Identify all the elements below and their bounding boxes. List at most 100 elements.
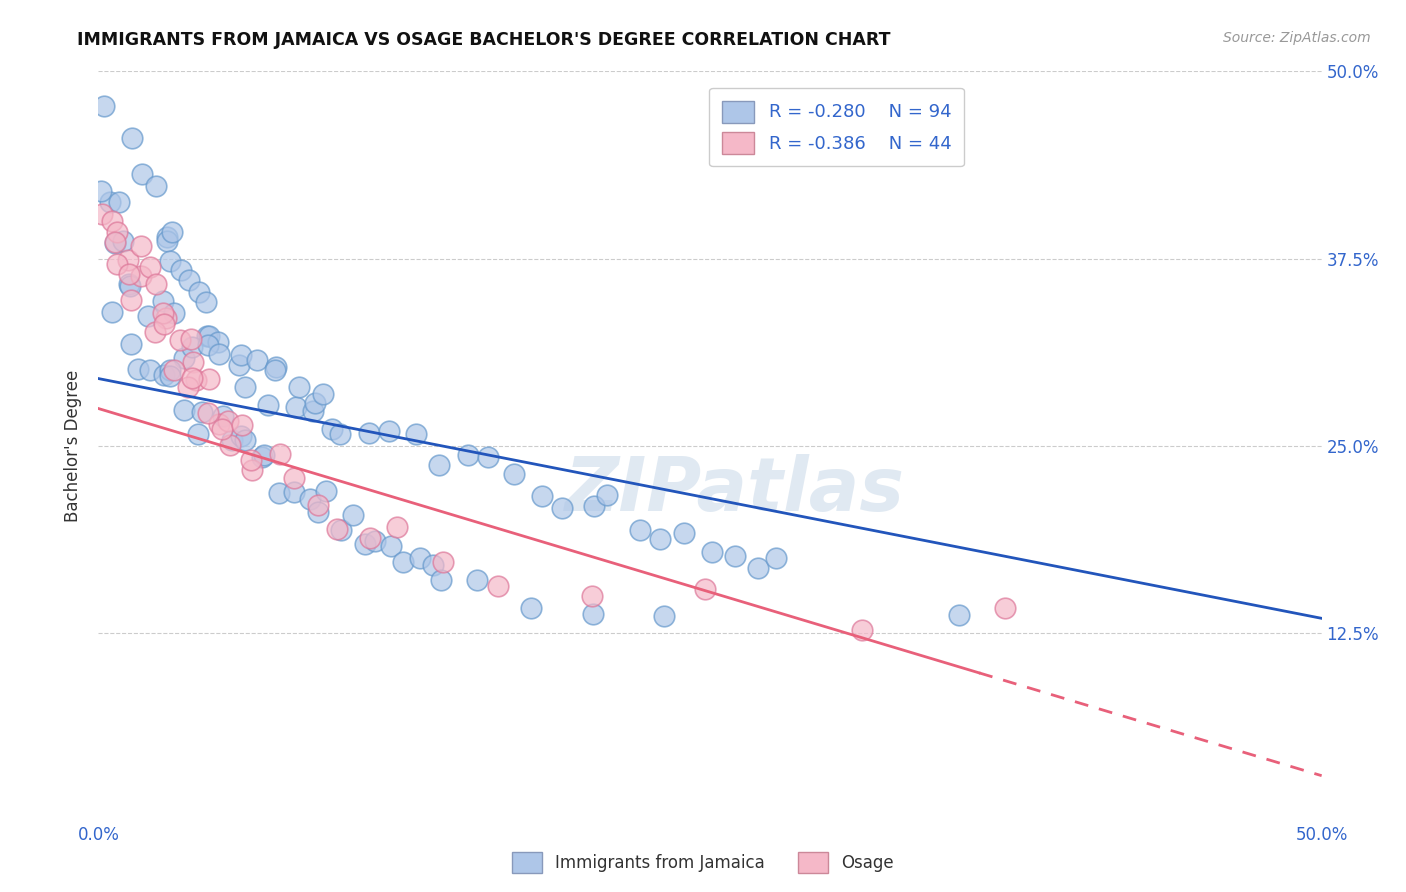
Point xyxy=(231,417,253,432)
Point xyxy=(377,424,399,438)
Point xyxy=(765,550,787,565)
Point xyxy=(152,293,174,308)
Point xyxy=(233,380,256,394)
Point xyxy=(101,304,124,318)
Point xyxy=(118,279,141,293)
Point xyxy=(648,532,671,546)
Point xyxy=(359,531,381,545)
Point xyxy=(211,421,233,435)
Text: Source: ZipAtlas.com: Source: ZipAtlas.com xyxy=(1223,31,1371,45)
Point xyxy=(288,380,311,394)
Point xyxy=(152,306,174,320)
Point xyxy=(502,467,524,482)
Point xyxy=(229,348,252,362)
Point xyxy=(121,131,143,145)
Point xyxy=(747,561,769,575)
Point xyxy=(652,609,675,624)
Point xyxy=(596,488,619,502)
Point xyxy=(155,311,177,326)
Point xyxy=(851,624,873,638)
Point xyxy=(329,524,352,538)
Point xyxy=(432,555,454,569)
Point xyxy=(673,526,696,541)
Point xyxy=(329,427,352,442)
Y-axis label: Bachelor's Degree: Bachelor's Degree xyxy=(65,370,83,522)
Point xyxy=(948,608,970,623)
Point xyxy=(693,582,716,596)
Point xyxy=(217,414,239,428)
Point xyxy=(240,452,263,467)
Point xyxy=(90,207,112,221)
Point xyxy=(724,549,747,563)
Point xyxy=(159,368,181,383)
Point xyxy=(105,257,128,271)
Point xyxy=(385,519,408,533)
Point xyxy=(136,309,159,323)
Point xyxy=(163,363,186,377)
Legend: R = -0.280    N = 94, R = -0.386    N = 44: R = -0.280 N = 94, R = -0.386 N = 44 xyxy=(709,88,965,166)
Point xyxy=(197,338,219,352)
Point xyxy=(153,368,176,383)
Point xyxy=(138,260,160,274)
Point xyxy=(195,329,218,343)
Point xyxy=(219,438,242,452)
Point xyxy=(207,335,229,350)
Point xyxy=(131,239,153,253)
Point xyxy=(187,426,209,441)
Point xyxy=(392,555,415,569)
Point xyxy=(298,491,321,506)
Point xyxy=(430,573,453,587)
Point xyxy=(129,269,152,284)
Point xyxy=(118,277,141,291)
Point xyxy=(160,226,183,240)
Point xyxy=(120,336,142,351)
Point xyxy=(177,273,200,287)
Point xyxy=(240,463,263,477)
Point xyxy=(155,229,177,244)
Point xyxy=(256,399,278,413)
Point xyxy=(307,505,329,519)
Point xyxy=(530,489,553,503)
Point xyxy=(181,340,204,354)
Point xyxy=(156,235,179,249)
Point xyxy=(581,589,603,603)
Point xyxy=(180,333,202,347)
Point xyxy=(311,387,333,401)
Point xyxy=(101,213,124,227)
Point xyxy=(169,334,191,348)
Point xyxy=(173,403,195,417)
Point xyxy=(269,448,291,462)
Point xyxy=(427,458,450,473)
Point xyxy=(486,579,509,593)
Point xyxy=(315,484,337,499)
Text: IMMIGRANTS FROM JAMAICA VS OSAGE BACHELOR'S DEGREE CORRELATION CHART: IMMIGRANTS FROM JAMAICA VS OSAGE BACHELO… xyxy=(77,31,891,49)
Point xyxy=(187,285,209,299)
Point xyxy=(194,294,217,309)
Point xyxy=(477,450,499,465)
Point xyxy=(326,522,349,536)
Point xyxy=(519,601,541,615)
Point xyxy=(145,277,167,291)
Point xyxy=(118,268,141,282)
Point xyxy=(184,373,207,387)
Point xyxy=(246,352,269,367)
Point xyxy=(253,448,276,462)
Point xyxy=(169,263,191,277)
Point xyxy=(628,523,651,537)
Point xyxy=(353,537,375,551)
Point xyxy=(173,351,195,365)
Point xyxy=(105,225,128,239)
Point xyxy=(145,178,167,193)
Point xyxy=(252,450,274,464)
Point xyxy=(98,194,121,209)
Point xyxy=(233,434,256,448)
Point xyxy=(127,362,149,376)
Point xyxy=(229,429,252,443)
Point xyxy=(163,306,186,320)
Point xyxy=(582,607,605,622)
Point xyxy=(422,558,444,572)
Point xyxy=(264,363,287,377)
Legend: Immigrants from Jamaica, Osage: Immigrants from Jamaica, Osage xyxy=(505,846,901,880)
Point xyxy=(307,498,329,512)
Point xyxy=(104,235,127,250)
